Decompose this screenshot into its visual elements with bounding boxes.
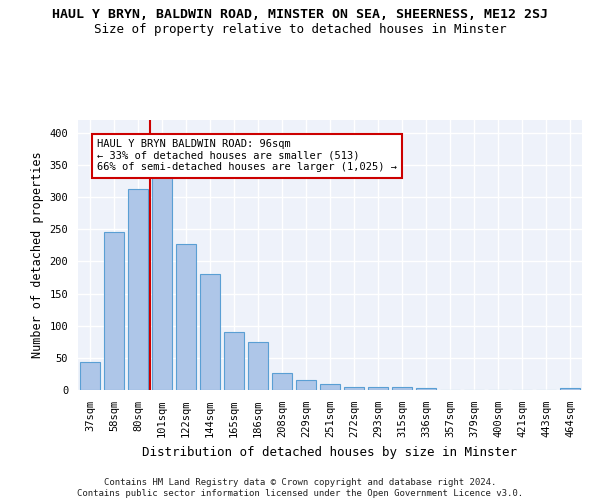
- Bar: [416, 388, 436, 390]
- Text: Size of property relative to detached houses in Minster: Size of property relative to detached ho…: [94, 22, 506, 36]
- Y-axis label: Number of detached properties: Number of detached properties: [31, 152, 44, 358]
- Bar: [128, 189, 148, 390]
- Bar: [176, 244, 196, 390]
- Bar: [224, 332, 244, 390]
- Bar: [368, 387, 388, 390]
- Bar: [200, 274, 220, 390]
- Bar: [80, 362, 100, 390]
- Bar: [560, 388, 580, 390]
- X-axis label: Distribution of detached houses by size in Minster: Distribution of detached houses by size …: [143, 446, 517, 458]
- Bar: [272, 374, 292, 390]
- Bar: [320, 384, 340, 390]
- Bar: [296, 380, 316, 390]
- Bar: [152, 176, 172, 390]
- Text: HAUL Y BRYN BALDWIN ROAD: 96sqm
← 33% of detached houses are smaller (513)
66% o: HAUL Y BRYN BALDWIN ROAD: 96sqm ← 33% of…: [97, 140, 397, 172]
- Text: Contains HM Land Registry data © Crown copyright and database right 2024.
Contai: Contains HM Land Registry data © Crown c…: [77, 478, 523, 498]
- Bar: [248, 342, 268, 390]
- Bar: [392, 387, 412, 390]
- Bar: [344, 388, 364, 390]
- Bar: [104, 232, 124, 390]
- Text: HAUL Y BRYN, BALDWIN ROAD, MINSTER ON SEA, SHEERNESS, ME12 2SJ: HAUL Y BRYN, BALDWIN ROAD, MINSTER ON SE…: [52, 8, 548, 20]
